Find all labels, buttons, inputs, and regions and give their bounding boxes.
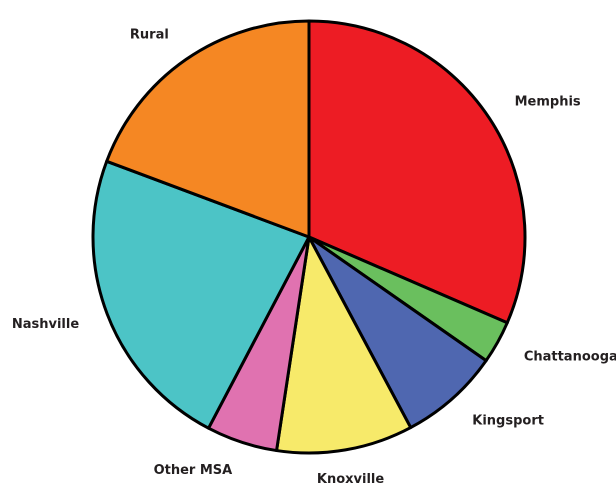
pie-slice bbox=[275, 235, 413, 455]
slice-label: Knoxville bbox=[317, 472, 384, 485]
slice-label: Memphis bbox=[515, 94, 581, 109]
slice-label: Chattanooga bbox=[524, 349, 616, 364]
pie-slice bbox=[307, 19, 527, 325]
slice-label: Kingsport bbox=[472, 414, 544, 429]
pie-slice bbox=[307, 235, 488, 430]
slice-label: Other MSA bbox=[154, 463, 233, 478]
pie-slice bbox=[91, 159, 311, 430]
slice-label: Rural bbox=[130, 27, 169, 42]
slice-label: Nashville bbox=[12, 317, 79, 332]
pie-slice bbox=[105, 19, 311, 239]
